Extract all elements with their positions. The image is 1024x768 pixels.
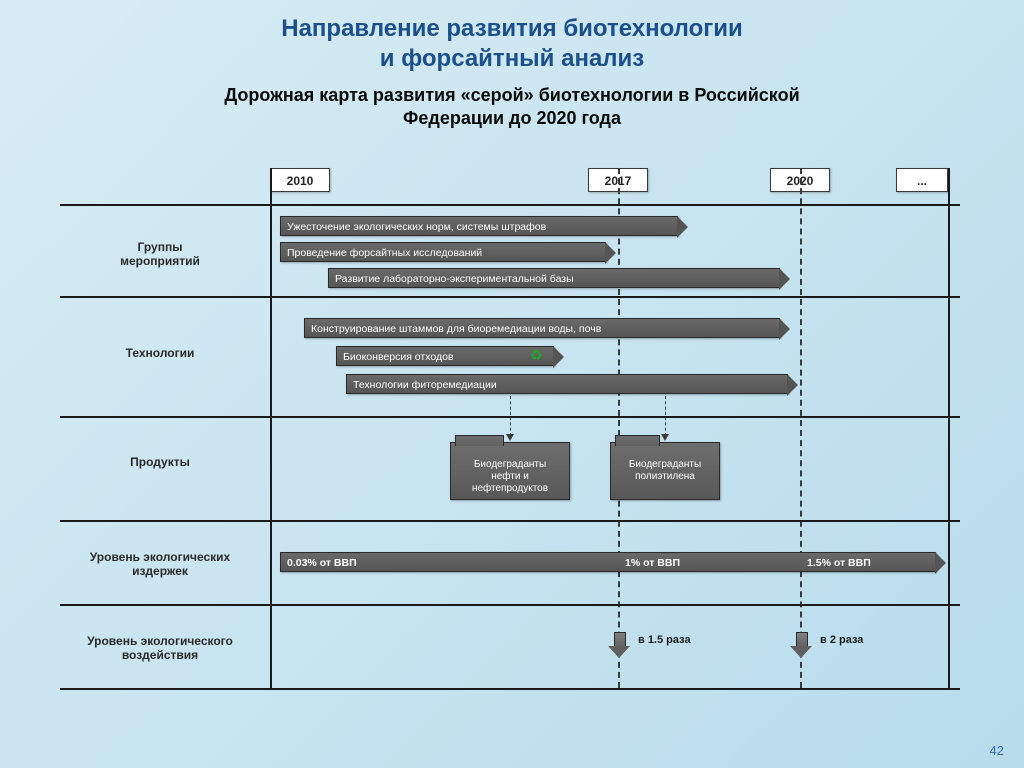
row-label: Уровень экологическоговоздействия xyxy=(60,634,260,662)
product-folder: Биодеградантыполиэтилена xyxy=(610,442,720,500)
row-label: Уровень экологическихиздержек xyxy=(60,550,260,578)
recycle-icon: ♻ xyxy=(530,347,543,364)
impact-down-arrow xyxy=(608,632,630,658)
row-label: Технологии xyxy=(60,346,260,360)
year-box: 2010 xyxy=(270,168,330,192)
year-header: 201020172020... xyxy=(270,168,960,196)
impact-down-arrow xyxy=(790,632,812,658)
connector-arrowhead xyxy=(661,434,669,441)
row-label: Группымероприятий xyxy=(60,240,260,268)
subtitle-line-1: Дорожная карта развития «серой» биотехно… xyxy=(224,85,799,105)
roadmap-bar: Ужесточение экологических норм, системы … xyxy=(280,216,678,236)
eco-cost-label: 1% от ВВП xyxy=(625,553,680,573)
impact-text: в 1.5 раза xyxy=(638,634,691,646)
row-separator xyxy=(60,416,960,418)
row-separator xyxy=(60,688,960,690)
slide: Направление развития биотехнологии и фор… xyxy=(0,0,1024,768)
title-line-1: Направление развития биотехнологии xyxy=(281,15,743,42)
time-vline xyxy=(618,168,620,688)
page-number: 42 xyxy=(990,743,1004,758)
roadmap-bar: Развитие лабораторно-экспериментальной б… xyxy=(328,268,780,288)
gantt-area: 201020172020... Ужесточение экологически… xyxy=(270,168,960,716)
row-separator xyxy=(60,296,960,298)
eco-cost-bar: 0.03% от ВВП 1% от ВВП 1.5% от ВВП xyxy=(280,552,936,572)
roadmap-bar: Проведение форсайтных исследований xyxy=(280,242,606,262)
connector-arrowhead xyxy=(506,434,514,441)
year-box: ... xyxy=(896,168,948,192)
row-separator xyxy=(60,520,960,522)
time-vline xyxy=(800,168,802,688)
slide-title: Направление развития биотехнологии и фор… xyxy=(0,0,1024,74)
row-label-column: Группымероприятий Технологии Продукты Урове… xyxy=(60,168,270,716)
subtitle-line-2: Федерации до 2020 года xyxy=(403,108,621,128)
roadmap-bar: Технологии фиторемедиации xyxy=(346,374,788,394)
roadmap-bar: Конструирование штаммов для биоремедиаци… xyxy=(304,318,780,338)
row-label: Продукты xyxy=(60,455,260,469)
eco-cost-label: 1.5% от ВВП xyxy=(807,553,871,573)
product-folder: Биодеградантынефти инефтепродуктов xyxy=(450,442,570,500)
eco-cost-label: 0.03% от ВВП xyxy=(287,553,357,573)
row-separator xyxy=(60,604,960,606)
roadmap-bar: Биоконверсия отходов xyxy=(336,346,554,366)
impact-text: в 2 раза xyxy=(820,634,863,646)
time-vline xyxy=(270,168,272,688)
roadmap-chart: Группымероприятий Технологии Продукты Урове… xyxy=(60,168,960,716)
time-vline xyxy=(948,168,950,688)
title-line-2: и форсайтный анализ xyxy=(380,45,644,72)
row-separator xyxy=(60,204,960,206)
slide-subtitle: Дорожная карта развития «серой» биотехно… xyxy=(0,84,1024,129)
